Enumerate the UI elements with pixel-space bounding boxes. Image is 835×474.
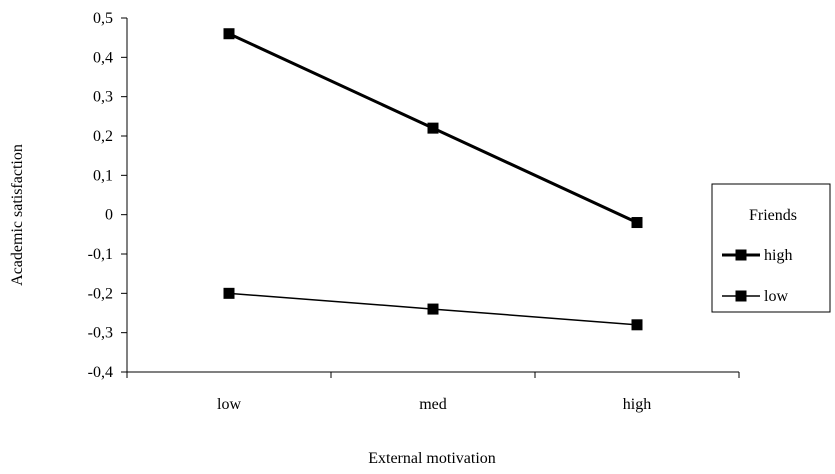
y-tick-label: 0,2	[93, 128, 113, 145]
y-tick-label: -0,1	[88, 246, 113, 263]
y-tick-label: -0,4	[88, 364, 113, 381]
legend-box	[711, 183, 831, 313]
legend-item-high: high	[722, 247, 792, 264]
y-tick-label: -0,2	[88, 285, 113, 302]
y-tick-label: 0,5	[93, 10, 113, 27]
x-axis-title: External motivation	[368, 450, 496, 467]
y-tick-label: 0,3	[93, 89, 113, 106]
legend: Friends high low	[711, 183, 831, 313]
x-tick-label: low	[217, 396, 241, 413]
y-tick-label: 0,4	[93, 49, 113, 66]
y-tick-label: 0,1	[93, 167, 113, 184]
series-high	[223, 28, 643, 229]
y-tick-label: -0,3	[88, 325, 113, 342]
data-point-marker	[427, 303, 439, 315]
x-axis-ticks: low med high	[126, 372, 740, 413]
legend-marker	[735, 249, 747, 261]
legend-label: low	[764, 288, 788, 305]
legend-items: high low	[722, 247, 792, 305]
y-axis-ticks: 0,5 0,4 0,3 0,2 0,1 0 -0,1 -0,2 -0,3 -0,4	[88, 10, 127, 381]
legend-label: high	[764, 247, 792, 264]
series-low	[223, 287, 643, 331]
data-point-marker	[631, 217, 643, 229]
series-layer	[223, 28, 643, 331]
data-point-marker	[631, 319, 643, 331]
x-tick-label: high	[623, 396, 651, 413]
x-tick-label: med	[419, 396, 447, 413]
legend-item-low: low	[722, 288, 788, 305]
data-point-marker	[427, 122, 439, 134]
y-axis-title: Academic satisfaction	[9, 144, 26, 286]
legend-marker	[735, 290, 747, 302]
data-point-marker	[223, 28, 235, 40]
legend-title: Friends	[749, 207, 797, 224]
data-point-marker	[223, 287, 235, 299]
y-tick-label: 0	[105, 207, 113, 224]
